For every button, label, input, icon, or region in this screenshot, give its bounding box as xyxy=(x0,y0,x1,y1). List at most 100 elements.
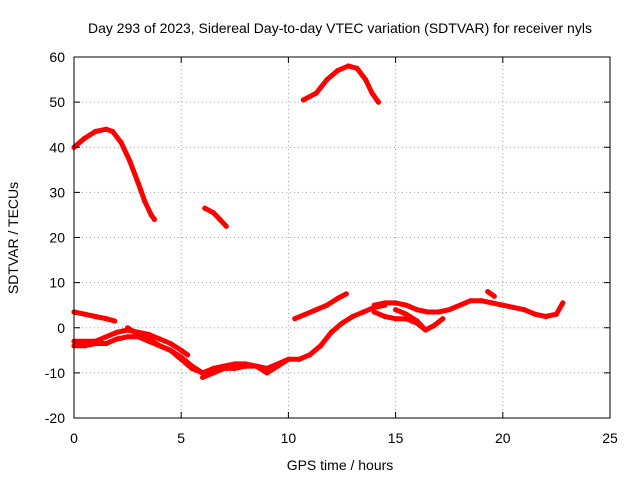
data-point xyxy=(114,336,120,342)
data-point xyxy=(135,331,141,338)
x-tick-label: 15 xyxy=(388,430,404,446)
data-point xyxy=(371,309,377,315)
data-point xyxy=(440,316,446,322)
data-point xyxy=(435,309,442,315)
x-tick-label: 0 xyxy=(70,430,78,446)
data-point xyxy=(354,65,360,71)
series-track-5 xyxy=(71,302,388,376)
data-point xyxy=(303,311,309,317)
data-point xyxy=(324,77,330,83)
data-point xyxy=(345,63,351,69)
data-point xyxy=(210,210,216,216)
data-point xyxy=(307,352,313,358)
grid-layer xyxy=(74,57,610,418)
data-point xyxy=(125,334,131,340)
data-point xyxy=(468,298,474,304)
data-point xyxy=(178,347,184,353)
data-point xyxy=(232,365,238,371)
data-point xyxy=(92,338,98,344)
data-point xyxy=(339,320,345,326)
data-point xyxy=(414,318,420,324)
data-point xyxy=(202,205,208,211)
data-point xyxy=(223,223,229,229)
data-point xyxy=(393,300,399,306)
data-point xyxy=(335,295,341,301)
x-axis-label: GPS time / hours xyxy=(287,457,394,473)
data-point xyxy=(157,343,163,349)
data-point xyxy=(118,140,124,146)
tick-layer: 0 5 10 15 20 25 -20 -10 0 10 20 30 40 50 60 xyxy=(45,49,618,446)
data-point xyxy=(210,370,216,376)
data-point xyxy=(135,180,141,186)
y-tick-label: 10 xyxy=(49,275,65,291)
data-point xyxy=(114,329,120,335)
x-tick-label: 10 xyxy=(281,430,297,446)
data-point xyxy=(414,307,420,313)
data-point xyxy=(371,302,377,308)
data-point xyxy=(82,311,88,317)
data-point xyxy=(393,316,399,322)
data-point xyxy=(92,128,98,135)
data-point xyxy=(127,158,133,164)
data-point xyxy=(112,318,118,324)
data-point xyxy=(491,293,497,299)
data-point xyxy=(217,216,223,222)
data-point xyxy=(103,316,109,322)
data-point xyxy=(478,298,484,304)
data-point xyxy=(543,313,549,320)
data-point xyxy=(242,363,249,369)
data-point xyxy=(457,302,463,308)
data-point xyxy=(253,363,259,369)
data-point xyxy=(350,313,356,320)
data-point xyxy=(532,311,538,317)
data-point xyxy=(521,307,527,313)
y-tick-label: 0 xyxy=(57,320,65,336)
data-point xyxy=(363,77,369,83)
data-point xyxy=(403,302,409,308)
data-point xyxy=(420,325,427,331)
series-track-12 xyxy=(393,307,426,331)
data-point xyxy=(178,354,184,360)
data-point xyxy=(292,316,298,322)
data-point xyxy=(431,322,437,329)
y-tick-label: 40 xyxy=(49,139,65,155)
series-track-2 xyxy=(202,205,229,229)
data-point xyxy=(403,311,409,317)
data-point xyxy=(167,340,174,347)
data-point xyxy=(157,336,163,342)
data-point xyxy=(221,365,227,371)
y-tick-label: -20 xyxy=(45,410,65,426)
data-point xyxy=(285,356,291,362)
data-point xyxy=(142,198,148,204)
chart-title: Day 293 of 2023, Sidereal Day-to-day VTE… xyxy=(88,20,592,36)
y-tick-label: 20 xyxy=(49,230,65,246)
data-point xyxy=(328,329,334,335)
data-point xyxy=(103,126,109,132)
data-point xyxy=(324,302,330,308)
data-point xyxy=(393,307,399,313)
x-tick-label: 5 xyxy=(177,430,185,446)
data-point xyxy=(369,90,375,96)
data-point xyxy=(275,363,281,369)
data-point xyxy=(146,336,152,342)
series-layer xyxy=(71,63,566,380)
data-point xyxy=(510,304,517,310)
data-point xyxy=(425,309,431,315)
data-point xyxy=(485,289,491,295)
x-tick-label: 25 xyxy=(602,430,618,446)
data-point xyxy=(318,343,324,349)
data-point xyxy=(335,67,341,74)
data-point xyxy=(92,313,98,320)
data-point xyxy=(375,99,381,105)
y-tick-label: 50 xyxy=(49,94,65,110)
data-point xyxy=(103,340,109,347)
data-point xyxy=(82,135,88,141)
y-tick-label: -10 xyxy=(45,365,65,381)
series-track-3 xyxy=(300,63,381,105)
y-tick-label: 30 xyxy=(49,184,65,200)
data-point xyxy=(264,370,270,376)
data-point xyxy=(82,343,88,349)
data-point xyxy=(382,313,388,320)
x-tick-label: 20 xyxy=(495,430,511,446)
